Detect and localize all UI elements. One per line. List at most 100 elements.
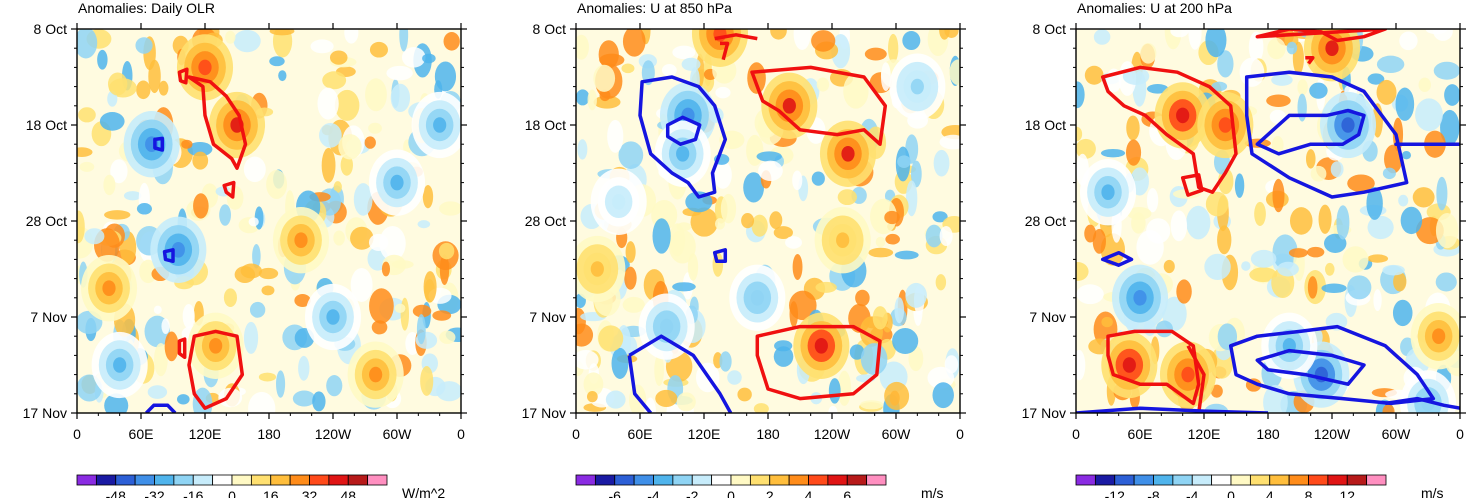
colorbar-label: 4 <box>1266 488 1274 498</box>
field-cell <box>1210 384 1223 398</box>
field-cell <box>1204 253 1231 281</box>
positive-contour <box>222 180 236 199</box>
x-tick-label: 120W <box>814 426 851 442</box>
field-cell <box>439 201 461 216</box>
field-cell <box>1286 41 1298 55</box>
field-cell <box>676 222 692 232</box>
panel-title: Anomalies: U at 200 hPa <box>1077 0 1232 16</box>
field-cell <box>888 33 899 63</box>
colorbar-label: 6 <box>843 488 851 498</box>
field-cell <box>811 171 825 186</box>
colorbar-label: 4 <box>805 488 813 498</box>
field-cell <box>1146 83 1169 94</box>
colorbar-units: m/s <box>1421 485 1444 498</box>
colorbar-box <box>76 474 97 486</box>
field-cell <box>843 73 869 109</box>
field-cell <box>1241 261 1251 271</box>
field-cell <box>136 80 151 100</box>
colorbar-box <box>672 474 693 486</box>
field-cell <box>1271 74 1293 86</box>
field-cell <box>1297 79 1308 96</box>
field-cell <box>746 134 764 166</box>
field-cell <box>1309 82 1328 99</box>
field-cell <box>785 236 802 249</box>
colorbar-units: m/s <box>921 485 944 498</box>
field-cell <box>1347 275 1372 300</box>
field-cell <box>1376 55 1405 73</box>
field-cell <box>1321 283 1347 293</box>
field-cell <box>884 381 910 411</box>
colorbar-box <box>1114 474 1135 486</box>
field-cell <box>1376 79 1397 105</box>
colorbar-box <box>633 474 654 486</box>
field-cell <box>875 236 886 248</box>
positive-contour <box>1106 329 1201 406</box>
field-cell <box>434 61 457 92</box>
field-cell <box>193 193 209 219</box>
negative-contour <box>628 334 733 413</box>
field-cell <box>1435 212 1459 249</box>
field-feature <box>390 174 404 191</box>
field-cell <box>932 211 948 223</box>
colorbar-box <box>1346 474 1368 486</box>
colorbar-label: 0 <box>228 488 236 498</box>
field-cell <box>334 89 360 121</box>
colorbar-box <box>614 474 635 486</box>
field-cell <box>110 159 128 184</box>
positive-contour <box>714 33 758 41</box>
colorbar-box <box>115 474 136 486</box>
field-cell <box>622 29 646 57</box>
field-cell <box>793 29 811 50</box>
field-cell <box>294 293 311 308</box>
field-cell <box>153 305 162 315</box>
field-cell <box>218 387 243 408</box>
field-cell <box>1382 264 1405 276</box>
field-cell <box>258 267 279 280</box>
positive-contour <box>750 65 888 146</box>
field-feature <box>209 338 223 354</box>
positive-contour <box>1186 344 1206 413</box>
field-cell <box>607 119 624 153</box>
colorbar-box <box>212 474 233 486</box>
field-cell <box>727 370 742 385</box>
x-tick-label: 60E <box>1128 426 1153 442</box>
field-cell <box>1100 148 1126 158</box>
x-tick-label: 120E <box>688 426 721 442</box>
x-tick-label: 0 <box>1456 426 1464 442</box>
field-cell <box>266 169 288 199</box>
field-cell <box>1217 323 1238 350</box>
field-cell <box>1392 299 1413 327</box>
colorbar-box <box>1094 474 1116 486</box>
field-cell <box>715 218 726 230</box>
field-cell <box>333 230 345 246</box>
field-cell <box>668 229 696 264</box>
field-feature <box>1176 107 1190 124</box>
field-cell <box>322 71 347 90</box>
field-cell <box>326 375 343 397</box>
field-cell <box>894 297 905 324</box>
field-cell <box>816 77 830 92</box>
field-cell <box>743 172 765 203</box>
field-cell <box>225 30 236 44</box>
colorbar-box <box>769 474 790 486</box>
colorbar-box <box>653 474 674 486</box>
field-cell <box>935 274 947 291</box>
colorbar-box <box>1366 474 1387 486</box>
field-cell <box>661 64 677 77</box>
field-cell <box>136 203 152 215</box>
colorbar-box <box>309 474 330 486</box>
field-cell <box>719 351 732 372</box>
y-tick-label: 8 Oct <box>34 21 68 37</box>
negative-contour <box>1255 108 1366 156</box>
colorbar-box <box>95 474 117 486</box>
field-cell <box>576 323 594 347</box>
field-cell <box>161 318 170 334</box>
field-cell <box>1412 187 1435 208</box>
field-cell <box>103 174 116 196</box>
negative-contour <box>153 136 165 152</box>
field-cell <box>258 372 277 382</box>
field-cell <box>720 193 737 224</box>
field-cell <box>769 211 783 230</box>
colorbar-box <box>250 474 272 486</box>
x-tick-label: 0 <box>73 426 81 442</box>
